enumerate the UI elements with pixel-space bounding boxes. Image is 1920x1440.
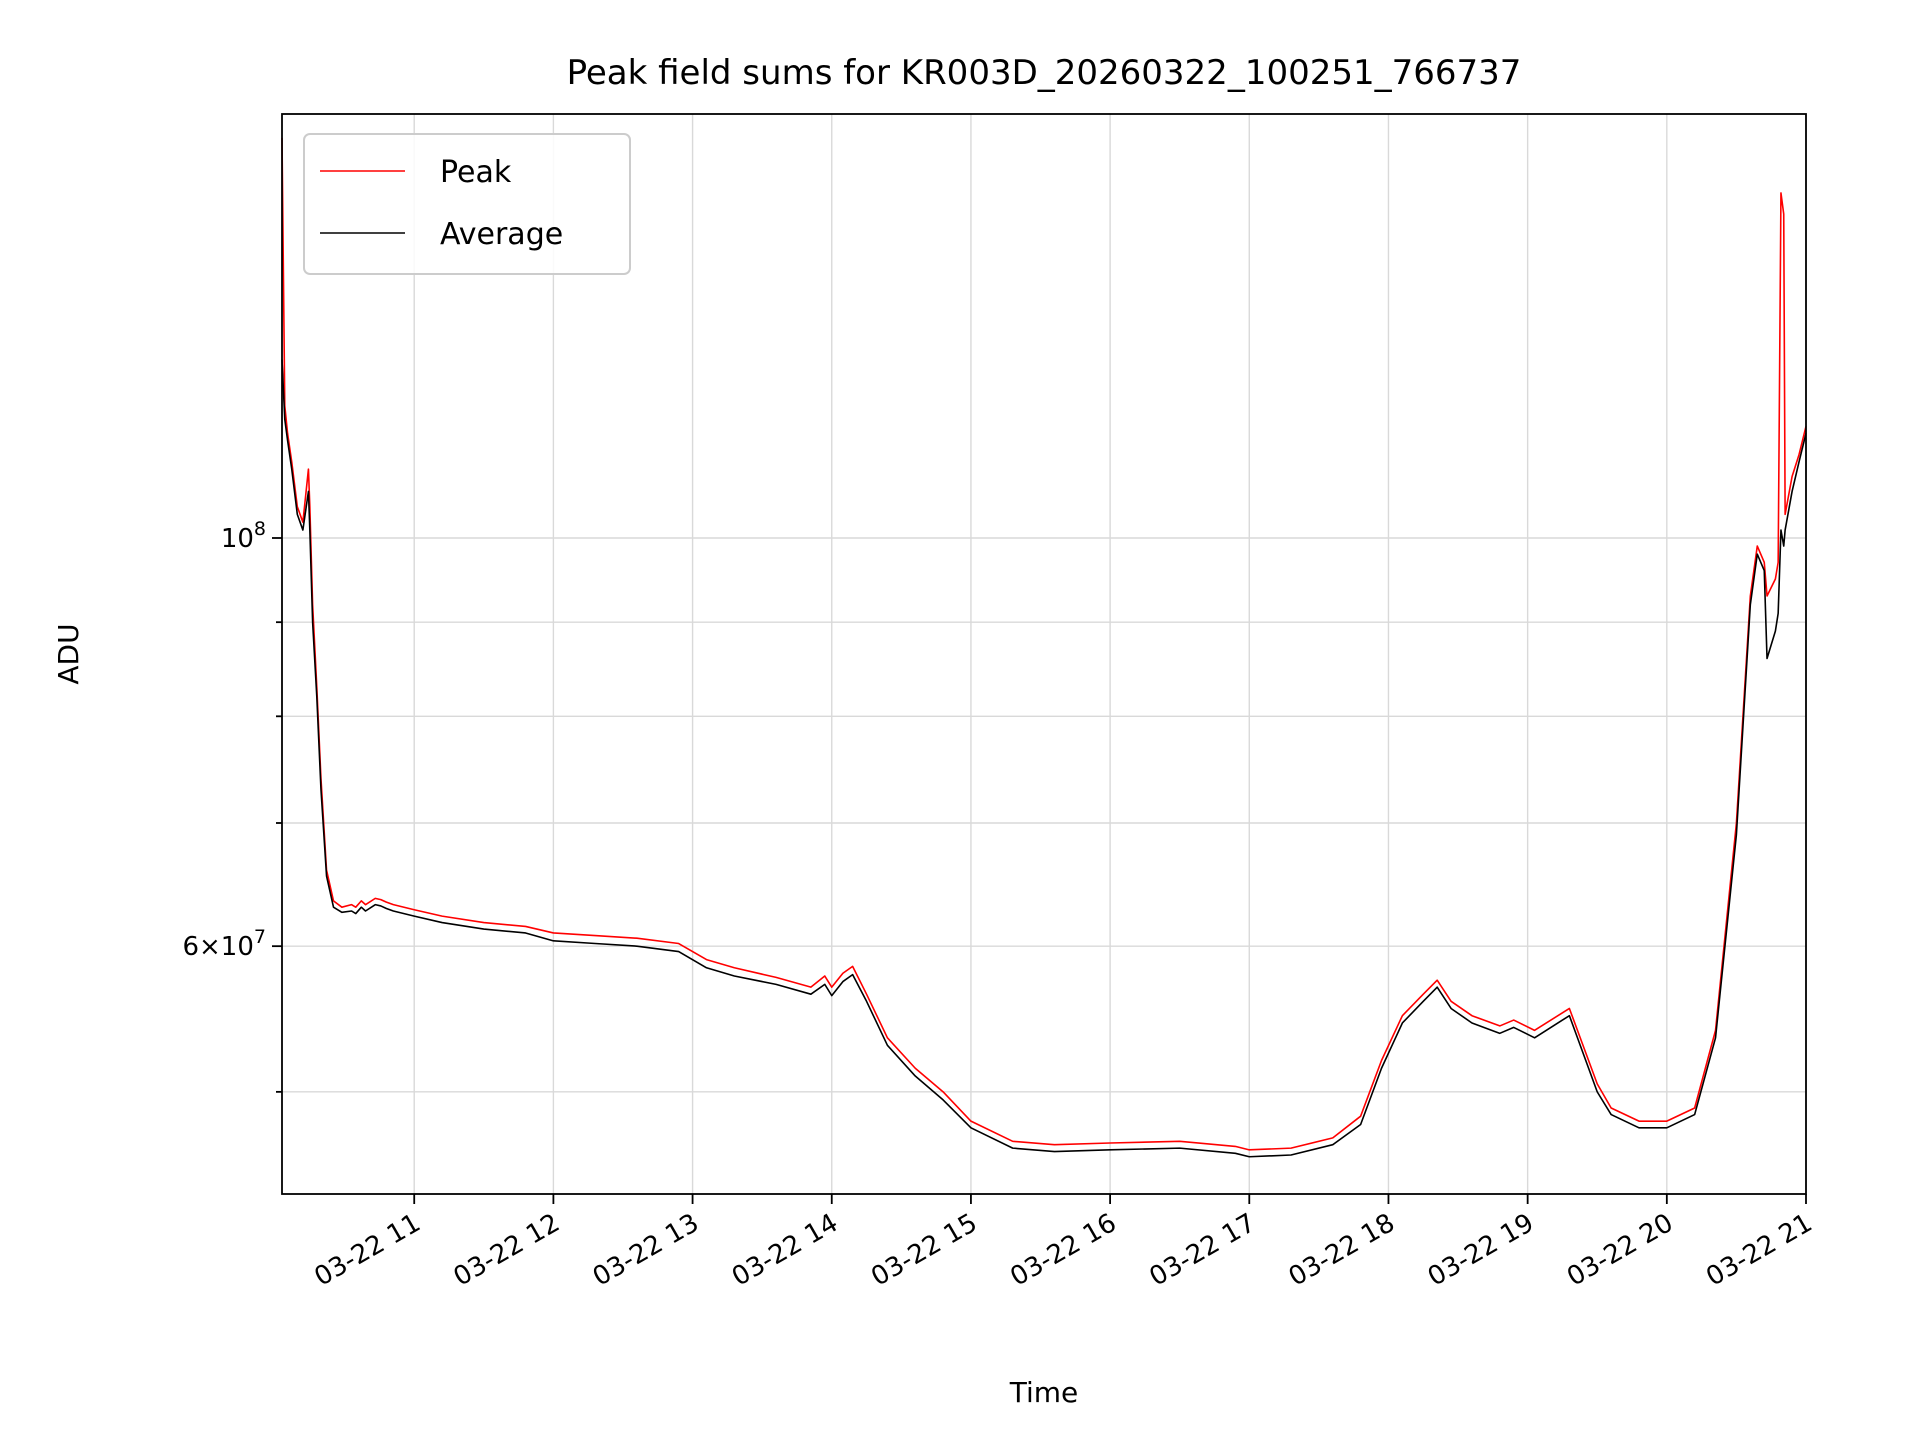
chart-title: Peak field sums for KR003D_20260322_1002…	[567, 53, 1522, 93]
series-lines	[281, 137, 1807, 1158]
legend-box	[303, 133, 631, 275]
plot-area-frame	[281, 113, 1807, 1195]
y-tick-label: 6×107	[182, 926, 266, 962]
legend: Peak Average	[303, 133, 631, 275]
legend-average-label: Average	[440, 217, 563, 252]
y-axis-label: ADU	[52, 623, 85, 684]
x-axis-label: Time	[1009, 1376, 1079, 1409]
series-line-average	[281, 359, 1807, 1158]
series-line-peak	[281, 137, 1807, 1151]
legend-peak-label: Peak	[440, 155, 512, 190]
y-tick-label: 108	[221, 518, 266, 554]
